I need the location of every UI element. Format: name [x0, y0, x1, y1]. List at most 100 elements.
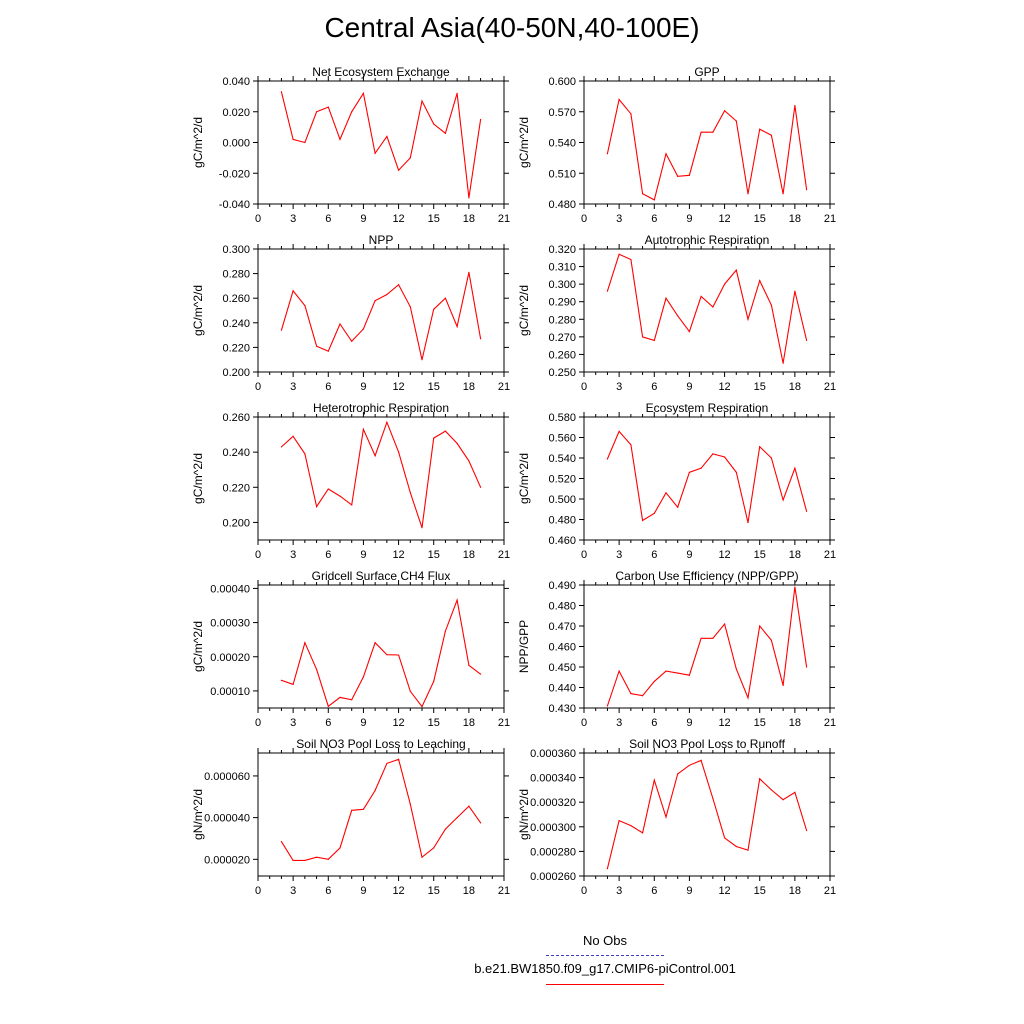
y-tick-label: 0.490 — [548, 580, 576, 592]
data-point — [374, 300, 376, 302]
data-point — [304, 141, 306, 144]
y-tick-label: 0.500 — [548, 494, 576, 506]
y-tick-label: 0.000020 — [204, 854, 250, 866]
x-tick-label: 0 — [581, 717, 587, 729]
y-tick-label: 0.520 — [548, 474, 576, 486]
data-point — [618, 430, 620, 432]
x-tick-label: 3 — [616, 213, 622, 225]
data-point — [688, 764, 691, 766]
legend-obs-label: No Obs — [582, 933, 628, 948]
panel-frame — [257, 752, 505, 877]
data-point — [712, 131, 714, 133]
series-line — [281, 420, 482, 528]
data-point — [794, 791, 796, 793]
data-point — [327, 705, 329, 707]
x-tick-label: 18 — [789, 381, 801, 393]
panel-2: NPP gC/m^2/d 0 3 6 9 12 15 18 21 0.200 0.220 0.240 0.… — [191, 233, 510, 393]
x-tick-label: 0 — [581, 885, 587, 897]
x-tick-label: 12 — [718, 885, 730, 897]
data-point — [677, 672, 679, 674]
y-tick-label: 0.470 — [548, 621, 576, 633]
y-axis-label: gC/m^2/d — [191, 117, 205, 168]
panel-frame — [583, 416, 831, 541]
data-point — [315, 111, 318, 113]
y-tick-label: 0.000260 — [530, 871, 576, 883]
panel-title: GPP — [694, 65, 719, 79]
data-point — [630, 113, 632, 115]
x-tick-label: 6 — [651, 885, 657, 897]
x-tick-label: 18 — [463, 381, 475, 393]
x-tick-label: 6 — [651, 213, 657, 225]
y-tick-label: 0.260 — [548, 349, 576, 361]
data-point — [712, 637, 714, 639]
data-point — [700, 131, 702, 133]
y-axis-label: gC/m^2/d — [191, 285, 205, 336]
data-point — [618, 253, 620, 255]
data-point — [327, 488, 329, 490]
y-tick-label: 0.220 — [222, 482, 250, 494]
x-tick-label: 15 — [754, 549, 766, 561]
x-tick-label: 6 — [651, 717, 657, 729]
data-point — [770, 134, 773, 136]
y-tick-label: 0.000300 — [530, 822, 576, 834]
x-tick-label: 9 — [686, 213, 692, 225]
y-tick-label: 0.000060 — [204, 771, 250, 783]
data-point — [397, 169, 400, 171]
data-point — [665, 297, 667, 299]
data-point — [374, 642, 376, 644]
panel-frame — [583, 752, 831, 877]
x-tick-label: 18 — [463, 717, 475, 729]
x-tick-label: 9 — [686, 717, 692, 729]
y-tick-label: 0.260 — [222, 412, 250, 424]
y-tick-label: 0.020 — [222, 107, 250, 119]
data-point — [630, 693, 632, 695]
data-point — [618, 820, 620, 822]
x-tick-label: 0 — [581, 549, 587, 561]
data-point — [456, 92, 458, 94]
y-tick-label: 0.300 — [548, 279, 576, 291]
series-line — [606, 586, 808, 707]
data-point — [456, 442, 458, 444]
y-tick-label: 0.240 — [222, 447, 250, 459]
data-point — [630, 824, 632, 827]
data-point — [444, 630, 447, 632]
x-tick-label: 0 — [255, 381, 261, 393]
data-point — [723, 623, 726, 625]
x-tick-label: 12 — [392, 381, 404, 393]
series-line — [606, 98, 808, 201]
data-point — [479, 673, 482, 675]
y-tick-label: 0.600 — [548, 76, 576, 88]
data-point — [735, 668, 737, 670]
data-point — [688, 174, 691, 176]
data-point — [805, 829, 808, 832]
x-tick-label: 18 — [789, 549, 801, 561]
data-point — [782, 193, 784, 195]
x-tick-label: 12 — [392, 717, 404, 729]
y-tick-label: 0.540 — [548, 138, 576, 150]
x-tick-label: 15 — [428, 213, 440, 225]
y-axis-label: gC/m^2/d — [517, 285, 531, 336]
data-point — [339, 495, 341, 497]
x-tick-label: 3 — [290, 885, 296, 897]
data-point — [339, 696, 341, 699]
y-tick-label: 0.320 — [548, 244, 576, 256]
y-axis-label: gC/m^2/d — [517, 453, 531, 504]
panel-title: NPP — [369, 233, 394, 247]
data-point — [468, 664, 470, 666]
data-point — [665, 670, 667, 672]
series-line — [606, 430, 808, 523]
data-point — [327, 350, 329, 352]
panel-1: GPP gC/m^2/d 0 3 6 9 12 15 18 21 0.480 0.510 0.540 0.… — [517, 65, 836, 225]
x-tick-label: 3 — [290, 549, 296, 561]
data-point — [280, 679, 283, 681]
data-point — [421, 100, 423, 102]
data-point — [700, 467, 702, 469]
data-point — [770, 639, 773, 641]
data-point — [292, 859, 294, 861]
x-tick-label: 3 — [290, 717, 296, 729]
x-tick-label: 21 — [824, 549, 836, 561]
data-point — [735, 120, 737, 122]
data-point — [479, 118, 482, 121]
x-tick-label: 18 — [789, 717, 801, 729]
